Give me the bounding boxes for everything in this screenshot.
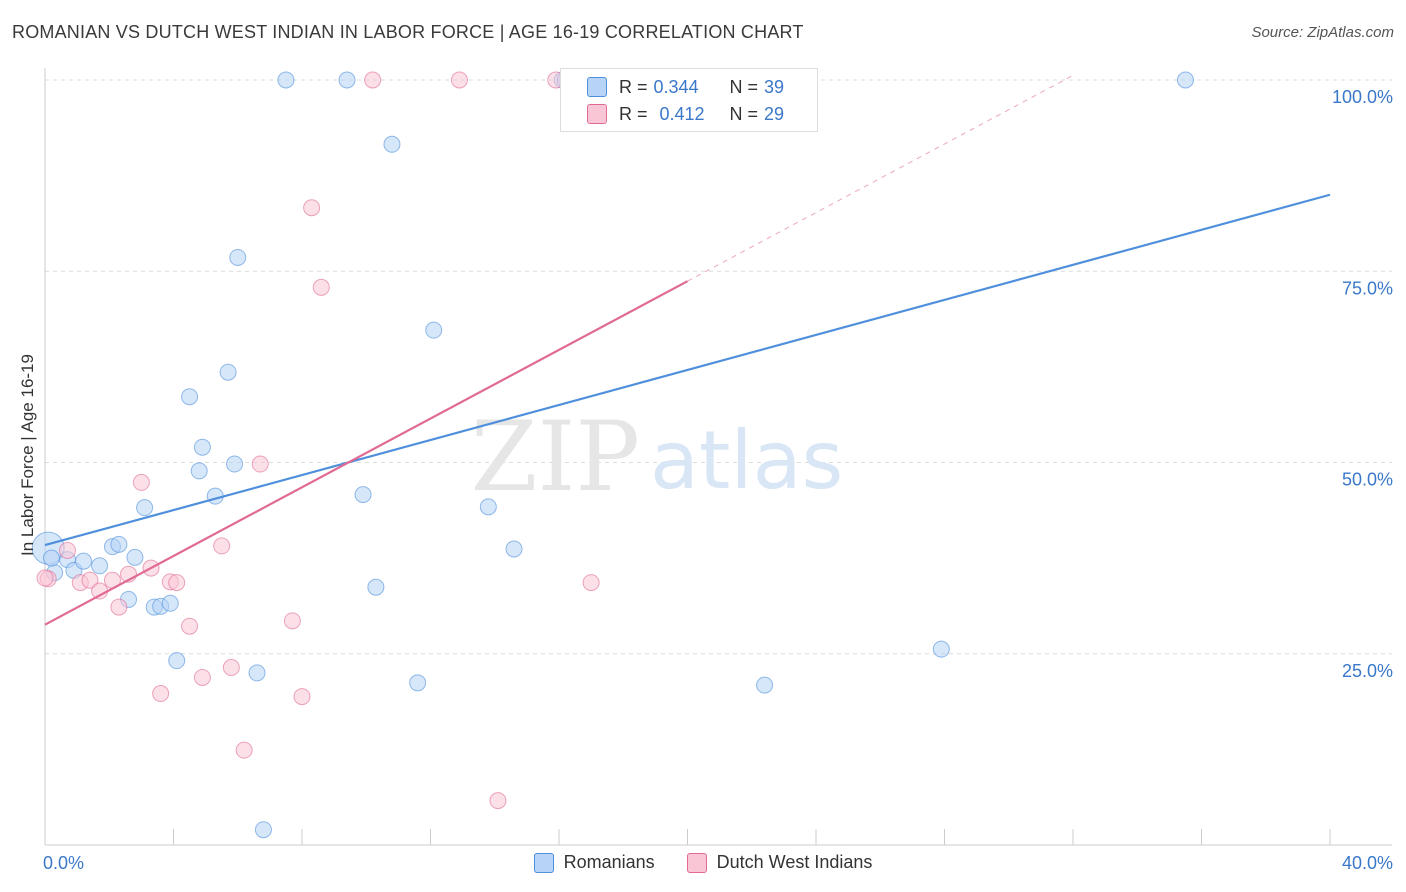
tick-labels: 25.0% 50.0% 75.0% 100.0% 0.0% 40.0% [43, 87, 1393, 873]
y-tick-label: 25.0% [1342, 661, 1393, 681]
corr-swatch-romanians [587, 77, 607, 97]
n-label: N = [729, 103, 759, 124]
gridlines [45, 79, 1392, 655]
point-romanians [338, 71, 356, 89]
point-romanians [367, 578, 385, 596]
point-romanians [505, 540, 523, 558]
corr-swatch-dutch-west-indians [587, 104, 607, 124]
point-dutch-west-indians [36, 569, 54, 587]
trend-line-romanians [44, 193, 1331, 547]
source-credit: Source: ZipAtlas.com [1251, 24, 1394, 41]
point-dutch-west-indians [364, 71, 382, 89]
data-points [31, 71, 1194, 839]
point-dutch-west-indians [582, 574, 600, 592]
y-tick-label: 100.0% [1332, 87, 1393, 107]
point-romanians [425, 321, 443, 339]
y-tick-label: 50.0% [1342, 470, 1393, 490]
trend-lines [44, 74, 1331, 626]
trend-line-dutch-west-indians [44, 280, 689, 626]
point-romanians [254, 821, 272, 839]
point-romanians [161, 594, 179, 612]
point-romanians [193, 438, 211, 456]
point-dutch-west-indians [110, 598, 128, 616]
point-dutch-west-indians [489, 792, 507, 810]
point-dutch-west-indians [213, 537, 231, 555]
point-romanians [168, 652, 186, 670]
point-romanians [42, 549, 60, 567]
y-axis-title: In Labor Force | Age 16-19 [18, 354, 37, 556]
point-romanians [190, 462, 208, 480]
point-romanians [277, 71, 295, 89]
point-romanians [75, 552, 93, 570]
legend-label-dutch-west-indians: Dutch West Indians [716, 852, 873, 872]
point-romanians [126, 548, 144, 566]
point-romanians [110, 535, 128, 553]
r-value: 0.344 [653, 76, 699, 97]
watermark: ZIP atlas [471, 401, 844, 513]
legend-swatch-romanians [533, 852, 554, 873]
corr-row-romanians: R = 0.344 N = 39 [587, 74, 785, 100]
point-dutch-west-indians [222, 659, 240, 677]
point-romanians [181, 388, 199, 406]
watermark-zip: ZIP [471, 401, 640, 513]
chart-title: ROMANIAN VS DUTCH WEST INDIAN IN LABOR F… [12, 22, 804, 42]
point-dutch-west-indians [303, 199, 321, 217]
point-romanians [932, 640, 950, 658]
point-romanians [91, 557, 109, 575]
point-dutch-west-indians [450, 71, 468, 89]
legend-item-romanians[interactable]: Romanians [533, 852, 655, 873]
point-romanians [479, 498, 497, 516]
r-label: R = [619, 76, 648, 97]
legend-swatch-dutch-west-indians [686, 852, 707, 873]
y-tick-label: 75.0% [1342, 278, 1393, 298]
r-value: 0.412 [659, 103, 705, 124]
point-dutch-west-indians [251, 455, 269, 473]
legend-label-romanians: Romanians [563, 852, 655, 872]
point-dutch-west-indians [181, 617, 199, 635]
point-dutch-west-indians [81, 571, 99, 589]
point-dutch-west-indians [132, 473, 150, 491]
point-dutch-west-indians [152, 685, 170, 703]
n-value: 39 [764, 76, 785, 97]
x-tick-label-max: 40.0% [1342, 853, 1393, 873]
axes [44, 68, 1392, 846]
point-dutch-west-indians [312, 278, 330, 296]
series-legend: Romanians Dutch West Indians [0, 852, 1406, 873]
corr-row-dutch-west-indians: R = 0.412 N = 29 [587, 101, 785, 127]
point-dutch-west-indians [193, 668, 211, 686]
n-label: N = [729, 76, 759, 97]
trend-extension-dutch-west-indians [687, 74, 1074, 282]
point-romanians [226, 455, 244, 473]
n-value: 29 [764, 103, 785, 124]
point-romanians [409, 674, 427, 692]
point-romanians [383, 135, 401, 153]
correlation-legend: R = 0.344 N = 39 R = 0.412 N = 29 [560, 68, 818, 132]
point-romanians [354, 486, 372, 504]
legend-item-dutch-west-indians[interactable]: Dutch West Indians [686, 852, 873, 873]
point-dutch-west-indians [283, 612, 301, 630]
point-romanians [229, 248, 247, 266]
point-romanians [248, 664, 266, 682]
point-dutch-west-indians [235, 741, 253, 759]
watermark-atlas: atlas [650, 414, 843, 507]
point-romanians [1176, 71, 1194, 89]
point-dutch-west-indians [168, 574, 186, 592]
point-romanians [756, 676, 774, 694]
point-romanians [136, 499, 154, 517]
r-label: R = [619, 103, 648, 124]
point-romanians [219, 363, 237, 381]
point-dutch-west-indians [293, 688, 311, 706]
x-tick-label-min: 0.0% [43, 853, 84, 873]
point-dutch-west-indians [58, 541, 76, 559]
